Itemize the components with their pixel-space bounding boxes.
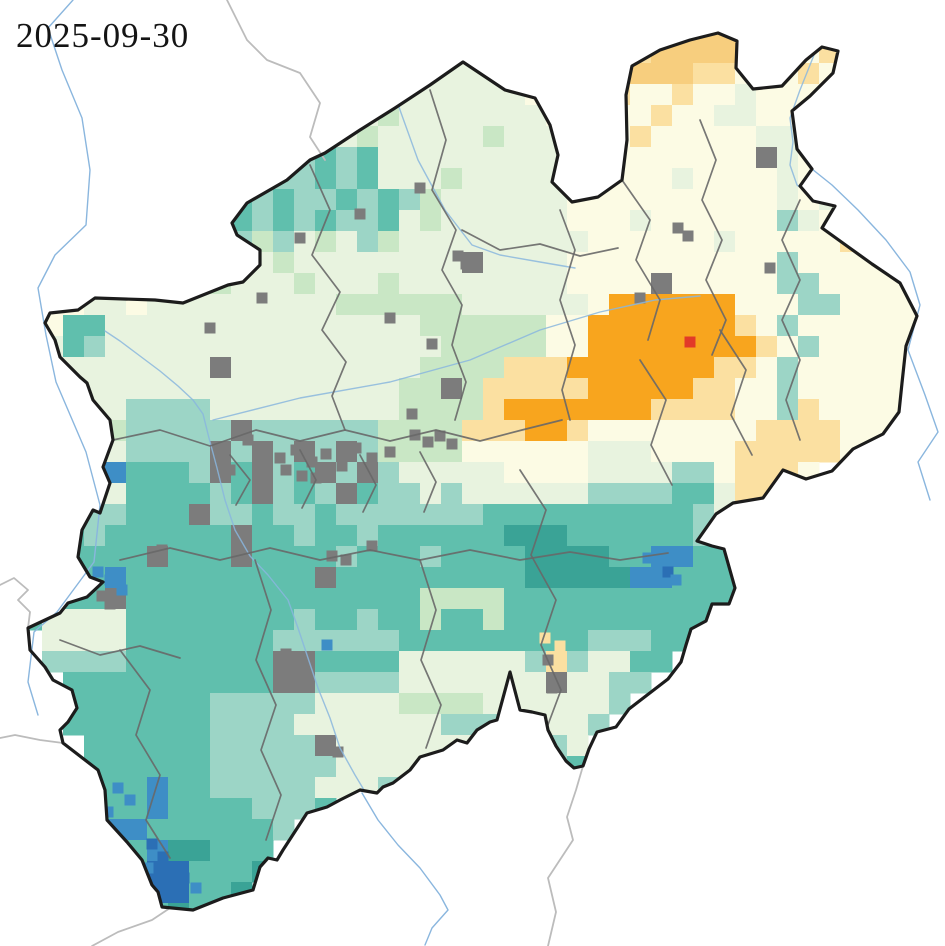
state-outline (26, 31, 919, 912)
date-label: 2025-09-30 (16, 16, 190, 55)
district-borders (59, 89, 801, 859)
raster-grid (28, 33, 917, 910)
